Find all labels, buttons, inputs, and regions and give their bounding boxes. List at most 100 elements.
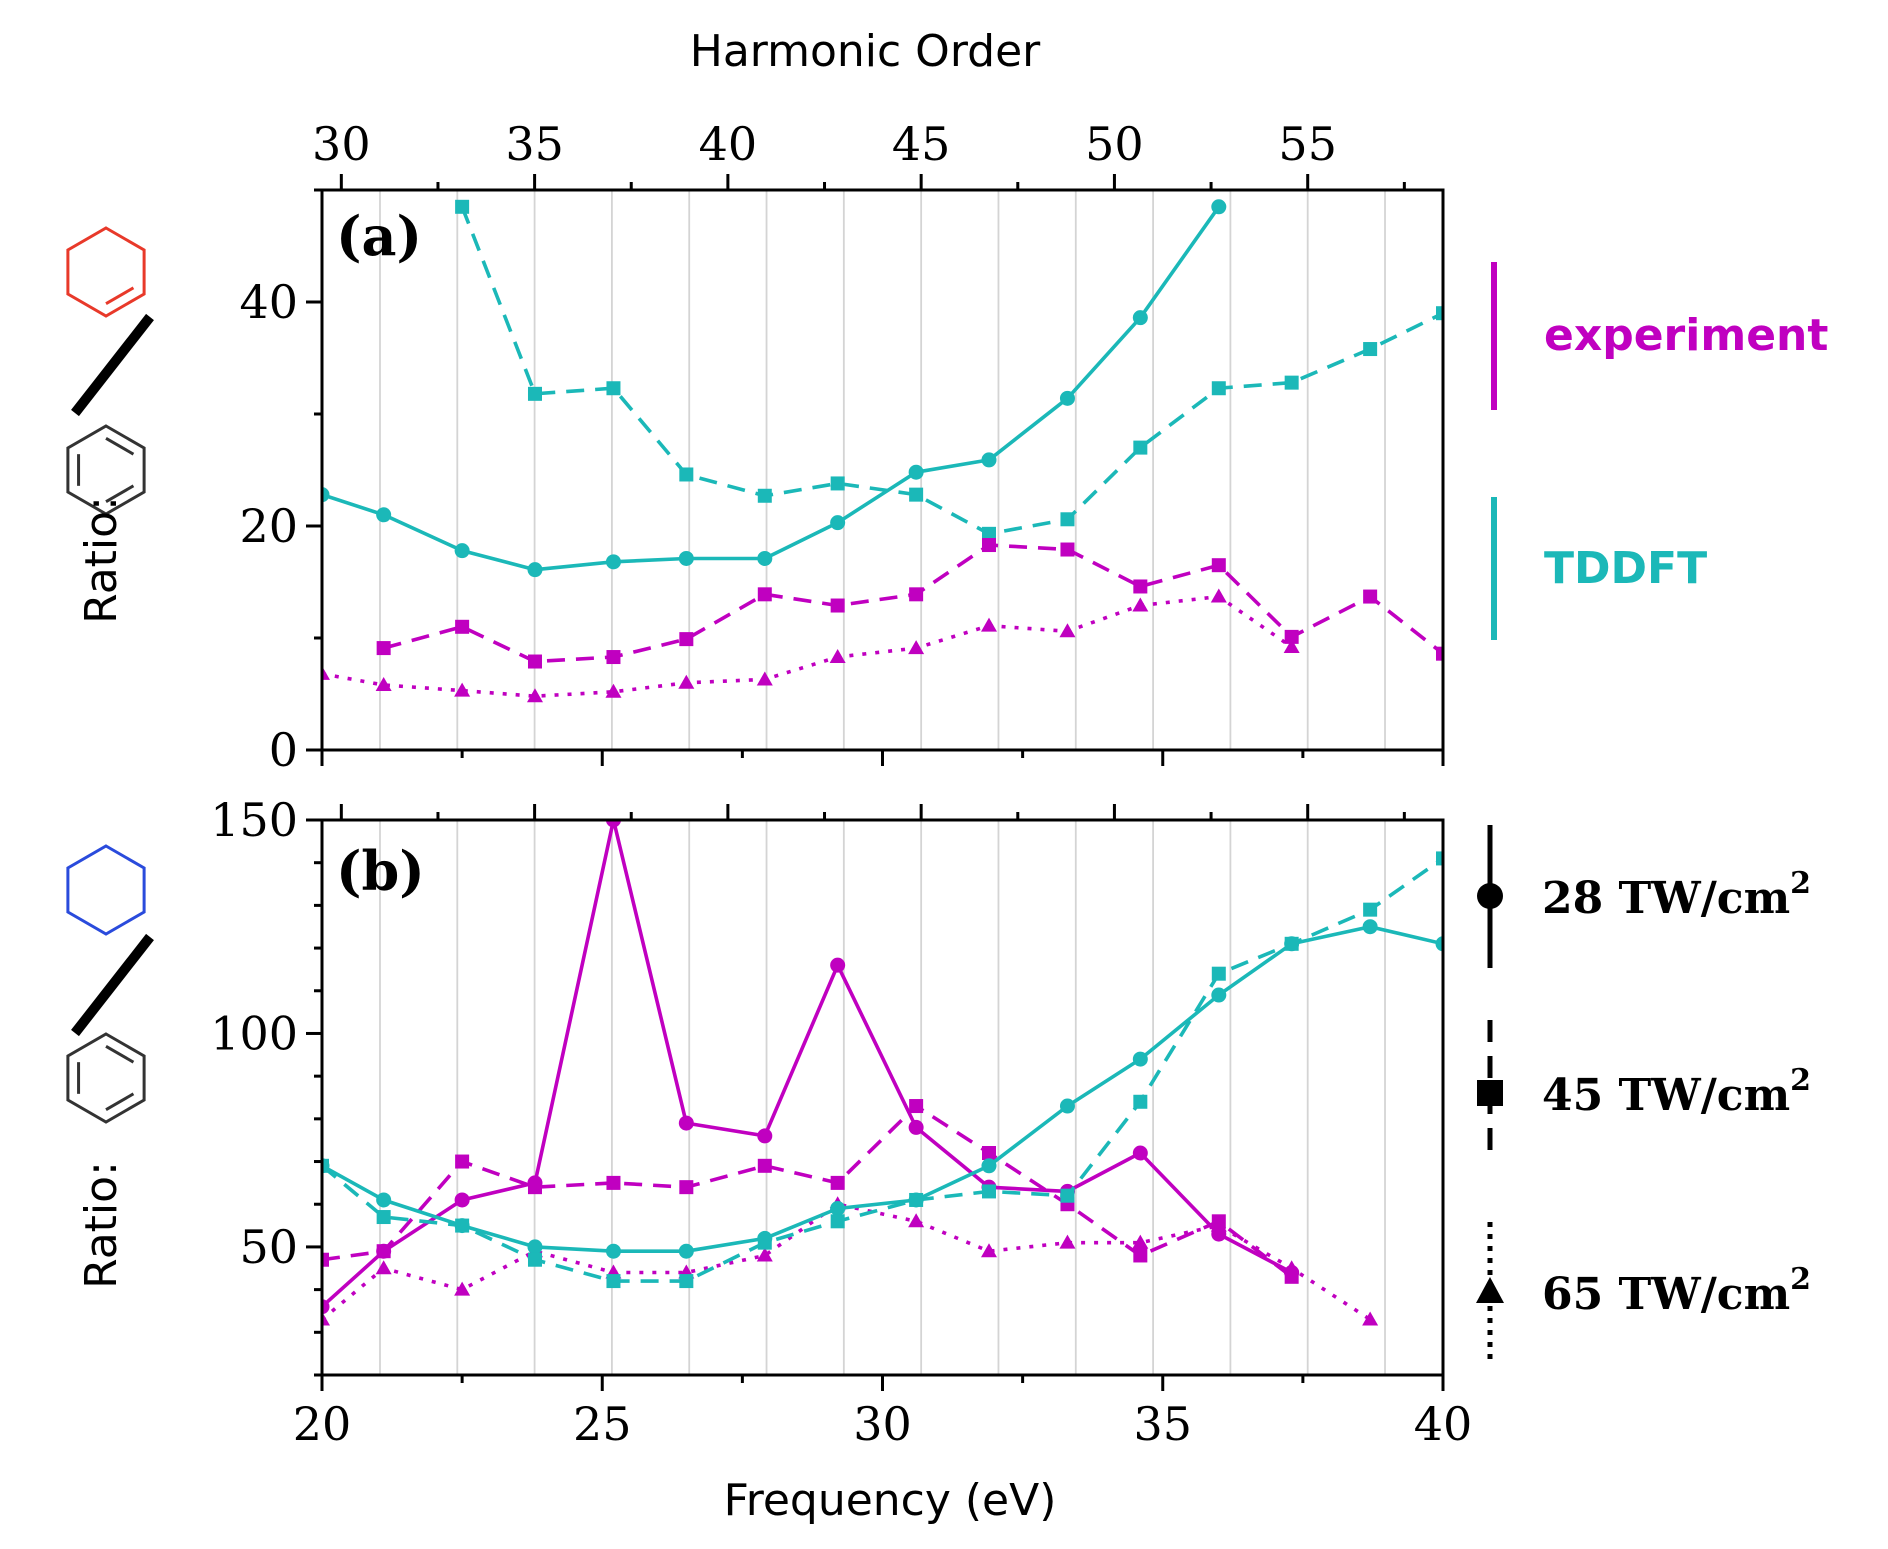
data-point — [1211, 381, 1226, 396]
legend-experiment-label: experiment — [1544, 310, 1828, 361]
series-line — [383, 543, 1443, 664]
data-point — [527, 1252, 542, 1267]
data-point — [375, 1260, 392, 1275]
data-point — [605, 820, 621, 828]
data-point — [1132, 1234, 1149, 1249]
data-point — [678, 1243, 694, 1259]
data-point — [454, 1192, 470, 1208]
data-point — [376, 507, 392, 523]
data-point — [981, 1158, 997, 1174]
data-point — [1284, 375, 1299, 390]
data-point — [1133, 579, 1148, 594]
data-point — [527, 1180, 542, 1195]
data-point — [908, 640, 925, 655]
series-experiment-dashed — [322, 1099, 1299, 1284]
data-point — [908, 1119, 924, 1135]
y-tick-label: 40 — [239, 275, 298, 329]
data-point — [830, 1201, 846, 1216]
fraction-slash-icon — [71, 313, 154, 417]
data-point — [981, 538, 996, 553]
x-tick-label: 40 — [1414, 1397, 1473, 1451]
data-point — [455, 619, 470, 634]
top-axis-title: Harmonic Order — [690, 26, 1041, 77]
data-point — [830, 515, 846, 531]
data-point — [1284, 629, 1299, 644]
cyclohexane-molecule-icon — [66, 844, 146, 936]
benzene-molecule-icon — [66, 1032, 146, 1124]
x-tick-label: 25 — [573, 1397, 632, 1451]
data-point — [1363, 589, 1378, 604]
data-point — [376, 1244, 391, 1259]
cyclohexene-molecule-icon — [66, 226, 146, 318]
data-point — [1133, 1094, 1148, 1109]
data-point — [829, 649, 846, 664]
data-point — [1060, 542, 1075, 557]
data-point — [679, 632, 694, 647]
data-point — [605, 683, 622, 698]
data-point — [1436, 851, 1443, 866]
data-point — [1210, 588, 1227, 603]
data-point — [1363, 902, 1378, 917]
data-point — [830, 1175, 845, 1190]
series-tddft-dashed — [455, 199, 1443, 541]
data-point — [454, 543, 470, 559]
y-axis-labels: Ratio: Ratio: — [66, 226, 154, 1289]
panel-a: 0 20 40 (a) — [239, 188, 1445, 777]
legend-triangle-marker — [1476, 1277, 1504, 1303]
data-point — [981, 1146, 996, 1160]
data-point — [830, 957, 846, 973]
data-point — [1059, 623, 1076, 638]
data-point — [757, 587, 772, 602]
data-point — [1284, 936, 1299, 951]
data-point — [1132, 1145, 1148, 1161]
data-point — [679, 467, 694, 482]
harmonic-tick-label: 35 — [505, 117, 564, 171]
data-point — [1133, 1248, 1148, 1263]
data-point — [1436, 646, 1443, 661]
data-point — [1211, 987, 1227, 1003]
data-point — [909, 1099, 924, 1114]
data-point — [909, 487, 924, 502]
data-point — [756, 671, 773, 686]
series-experiment-dotted — [322, 588, 1300, 703]
series-line — [322, 1104, 1293, 1279]
x-tick-label: 35 — [1133, 1397, 1192, 1451]
data-point — [606, 1175, 621, 1190]
y-tick-label: 100 — [210, 1006, 298, 1060]
data-point — [830, 476, 845, 491]
data-point — [605, 554, 621, 570]
x-tick-label: 30 — [853, 1397, 912, 1451]
data-point — [830, 598, 845, 613]
data-point — [1211, 199, 1227, 215]
y-axis-ratio-label: Ratio: — [76, 1161, 127, 1289]
y-tick-label: 150 — [210, 793, 298, 847]
series-line — [322, 924, 1443, 1253]
panel-label: (b) — [336, 839, 425, 903]
bottom-axis: 20 25 30 35 40 — [293, 1397, 1473, 1451]
data-point — [322, 1158, 329, 1173]
data-point — [757, 1158, 772, 1173]
data-point — [1132, 597, 1149, 612]
data-point — [1362, 1311, 1379, 1326]
data-point — [1133, 440, 1148, 455]
series-line — [322, 820, 1293, 1309]
data-point — [1435, 936, 1443, 952]
x-axis-title: Frequency (eV) — [724, 1475, 1057, 1526]
benzene-molecule-icon — [66, 424, 146, 516]
data-point — [526, 688, 543, 703]
data-point — [375, 677, 392, 692]
data-point — [980, 617, 997, 632]
series-line — [322, 594, 1293, 699]
legend-intensity-label: 45 TW/cm2 — [1542, 1063, 1811, 1121]
data-point — [757, 1235, 772, 1250]
plot-frame — [320, 818, 1445, 1377]
data-point — [678, 674, 695, 689]
data-point — [1060, 512, 1075, 527]
data-point — [757, 550, 773, 566]
data-point — [1059, 390, 1075, 406]
data-point — [322, 1252, 329, 1267]
series-tddft-solid — [322, 199, 1227, 578]
data-point — [376, 641, 391, 656]
data-point — [1283, 638, 1300, 653]
data-point — [527, 562, 543, 578]
